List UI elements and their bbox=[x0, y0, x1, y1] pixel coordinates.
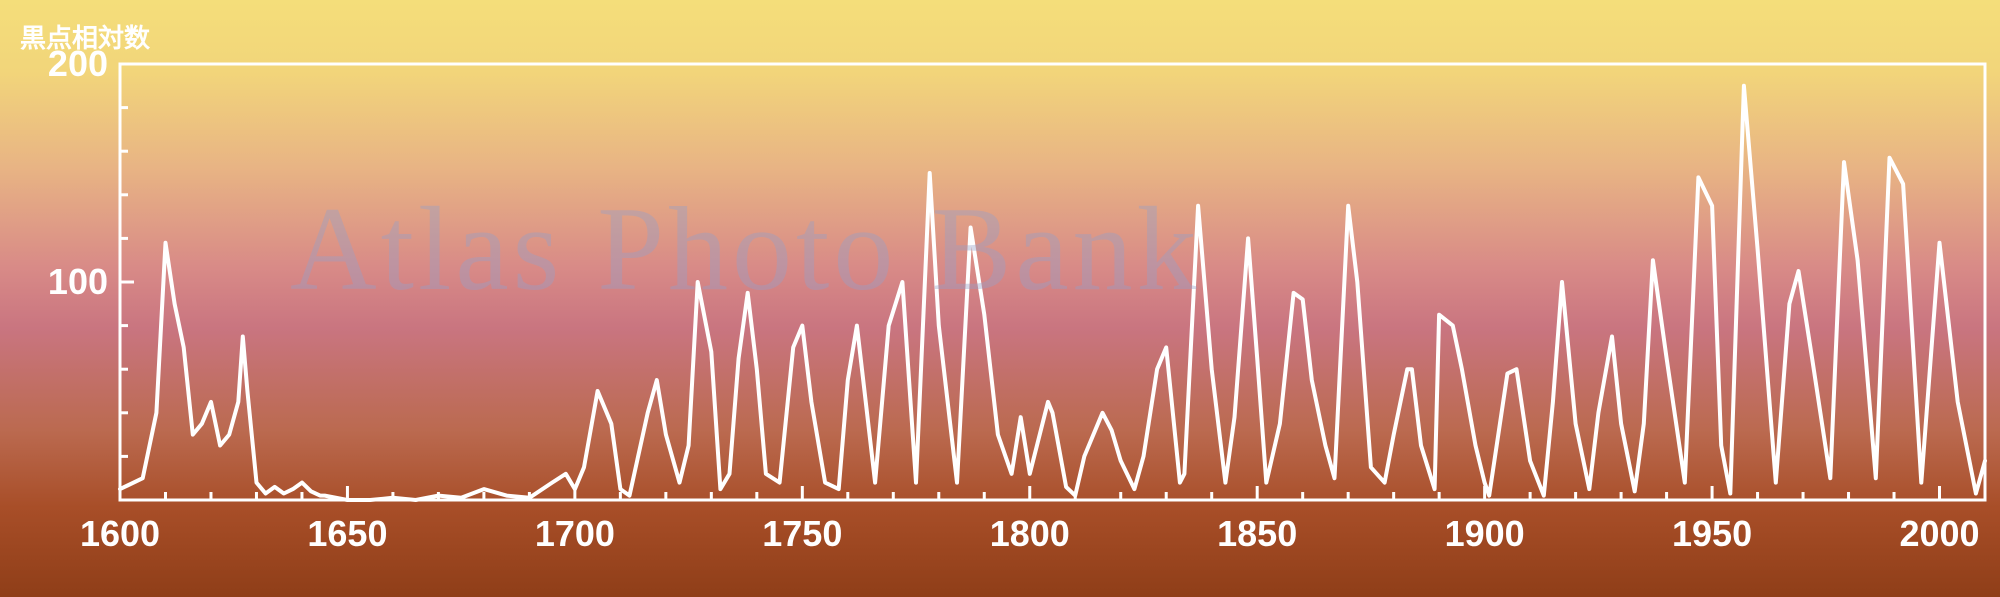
x-tick-label: 1900 bbox=[1445, 513, 1525, 554]
sunspot-series-line bbox=[120, 86, 1985, 500]
x-tick-label: 1650 bbox=[307, 513, 387, 554]
y-tick-label: 100 bbox=[48, 261, 108, 302]
x-tick-label: 1950 bbox=[1672, 513, 1752, 554]
chart-container: 黒点相対数 1600165017001750180018501900195020… bbox=[0, 0, 2000, 597]
y-tick-label: 200 bbox=[48, 43, 108, 84]
x-tick-label: 1600 bbox=[80, 513, 160, 554]
x-tick-label: 1750 bbox=[762, 513, 842, 554]
x-tick-label: 1800 bbox=[990, 513, 1070, 554]
sunspot-line-chart: 1600 1650 1700 1750 1800 1850 1900 1950 2000 100 2… bbox=[0, 0, 2000, 597]
x-tick-label: 1700 bbox=[535, 513, 615, 554]
x-tick-label: 1850 bbox=[1217, 513, 1297, 554]
x-tick-label: 2000 bbox=[1899, 513, 1979, 554]
